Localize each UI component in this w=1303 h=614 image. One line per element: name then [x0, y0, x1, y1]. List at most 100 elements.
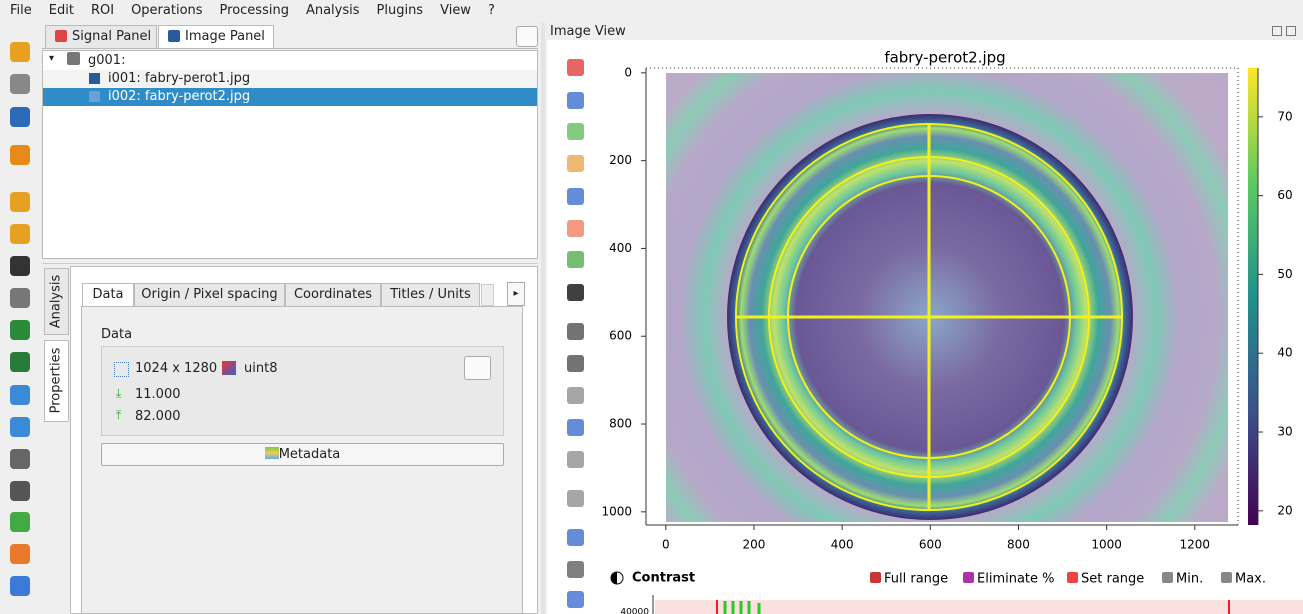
- group-label[interactable]: g001:: [88, 53, 126, 68]
- contrast-button-label[interactable]: Full range: [884, 572, 948, 587]
- tree-item[interactable]: i002: fabry-perot2.jpg: [108, 89, 251, 104]
- panel-tab[interactable]: [45, 25, 157, 48]
- toolbar-button[interactable]: [10, 42, 30, 62]
- toolbar-button[interactable]: [10, 192, 30, 212]
- toolbar-button[interactable]: [10, 385, 30, 405]
- menu-item[interactable]: Operations: [131, 3, 203, 18]
- contrast-button-label[interactable]: Eliminate %: [977, 572, 1055, 587]
- x-tick-label: 800: [1007, 538, 1030, 552]
- expand-arrow[interactable]: ▾: [49, 53, 55, 64]
- panel-tab[interactable]: [158, 25, 274, 48]
- toolbar-button[interactable]: [10, 481, 30, 501]
- contrast-button-label[interactable]: Set range: [1081, 572, 1144, 587]
- plot-tool-button[interactable]: [567, 123, 584, 140]
- property-tab[interactable]: [381, 283, 480, 307]
- property-tab[interactable]: [285, 283, 381, 307]
- contrast-button-icon[interactable]: [870, 572, 881, 583]
- property-tab[interactable]: [134, 283, 285, 307]
- plot-tool-button[interactable]: [567, 92, 584, 109]
- menu-item[interactable]: Processing: [219, 3, 289, 18]
- side-tab[interactable]: [44, 340, 69, 422]
- colorbar-tick-label: 70: [1277, 109, 1292, 123]
- plot-tool-button[interactable]: [567, 323, 584, 340]
- property-tab-label[interactable]: Coordinates: [293, 287, 373, 302]
- menu-item[interactable]: View: [440, 3, 471, 18]
- panel-tab-label[interactable]: Signal Panel: [72, 29, 152, 44]
- size-text: 1024 x 1280: [135, 361, 218, 376]
- tree-row[interactable]: [43, 70, 537, 88]
- menu-item[interactable]: File: [10, 3, 32, 18]
- menu-item[interactable]: Analysis: [305, 3, 360, 18]
- toolbar-button[interactable]: [10, 449, 30, 469]
- contrast-button-icon[interactable]: [963, 572, 974, 583]
- toolbar-button[interactable]: [10, 224, 30, 244]
- toolbar-button[interactable]: [10, 512, 30, 532]
- plot-tool-button[interactable]: [567, 251, 584, 268]
- property-tab-label[interactable]: Data: [92, 287, 124, 302]
- metadata-button[interactable]: Metadata: [101, 443, 504, 466]
- toolbar-button[interactable]: [10, 352, 30, 372]
- contrast-button-label[interactable]: Max.: [1235, 572, 1266, 587]
- contrast-button-label[interactable]: Min.: [1176, 572, 1203, 587]
- contrast-icon: [611, 572, 617, 584]
- tree-row-selected[interactable]: [43, 88, 537, 106]
- toolbar-button[interactable]: [10, 74, 30, 94]
- colorbar-tick-label: 30: [1277, 425, 1292, 439]
- tree-item[interactable]: i001: fabry-perot1.jpg: [108, 71, 251, 86]
- splitter[interactable]: [541, 22, 545, 614]
- side-tab-label[interactable]: Analysis: [48, 274, 64, 328]
- plot-tool-button[interactable]: [567, 451, 584, 468]
- tab-overflow: [481, 284, 494, 306]
- plot-tool-button[interactable]: [567, 591, 584, 608]
- toolbar-button[interactable]: [10, 256, 30, 276]
- side-tab[interactable]: [44, 268, 69, 335]
- data-group: [101, 346, 504, 436]
- float-button[interactable]: [1272, 26, 1282, 36]
- toolbar-button[interactable]: [10, 576, 30, 596]
- plot-tool-button[interactable]: [567, 490, 584, 507]
- plot-tool-button[interactable]: [567, 59, 584, 76]
- stats-button[interactable]: [464, 356, 491, 380]
- toolbar-button[interactable]: [10, 107, 30, 127]
- main-toolbar: [0, 22, 40, 614]
- plot-tool-button[interactable]: [567, 355, 584, 372]
- plot-tool-button[interactable]: [567, 188, 584, 205]
- side-tab-label[interactable]: Properties: [48, 347, 64, 414]
- contrast-button-icon[interactable]: [1162, 572, 1173, 583]
- menu-item[interactable]: ROI: [90, 3, 115, 18]
- plot-tool-button[interactable]: [567, 561, 584, 578]
- property-tab-label[interactable]: Titles / Units: [390, 287, 471, 302]
- panel-tab-label[interactable]: Image Panel: [185, 29, 265, 44]
- menu-item[interactable]: Edit: [48, 3, 74, 18]
- toolbar-button[interactable]: [10, 288, 30, 308]
- histogram-range: [655, 600, 1303, 614]
- tab-scroll-button[interactable]: ▸: [507, 282, 525, 306]
- contrast-title: Contrast: [632, 571, 695, 586]
- plot-tool-button[interactable]: [567, 284, 584, 301]
- contrast-button-icon[interactable]: [1221, 572, 1232, 583]
- panel-menu-button[interactable]: [516, 26, 538, 47]
- x-tick-label: 200: [743, 538, 766, 552]
- property-tab-label[interactable]: Origin / Pixel spacing: [141, 287, 278, 302]
- close-button[interactable]: [1286, 26, 1296, 36]
- x-tick-label: 1200: [1180, 538, 1211, 552]
- x-tick-label: 400: [831, 538, 854, 552]
- toolbar-button[interactable]: [10, 145, 30, 165]
- plot-tool-button[interactable]: [567, 419, 584, 436]
- metadata-label: Metadata: [278, 447, 341, 462]
- menu-item[interactable]: ?: [487, 3, 495, 18]
- toolbar-button[interactable]: [10, 320, 30, 340]
- plot-tool-button[interactable]: [567, 387, 584, 404]
- contrast-button-icon[interactable]: [1067, 572, 1078, 583]
- y-tick-label: 1000: [601, 504, 632, 518]
- menu-item[interactable]: Plugins: [376, 3, 424, 18]
- y-tick-label: 600: [609, 329, 632, 343]
- plot-tool-button[interactable]: [567, 220, 584, 237]
- plot-tool-button[interactable]: [567, 529, 584, 546]
- roi[interactable]: [735, 123, 1123, 511]
- toolbar-button[interactable]: [10, 544, 30, 564]
- plot-tool-button[interactable]: [567, 155, 584, 172]
- x-tick-label: 600: [919, 538, 942, 552]
- toolbar-button[interactable]: [10, 417, 30, 437]
- property-tab[interactable]: [82, 283, 134, 307]
